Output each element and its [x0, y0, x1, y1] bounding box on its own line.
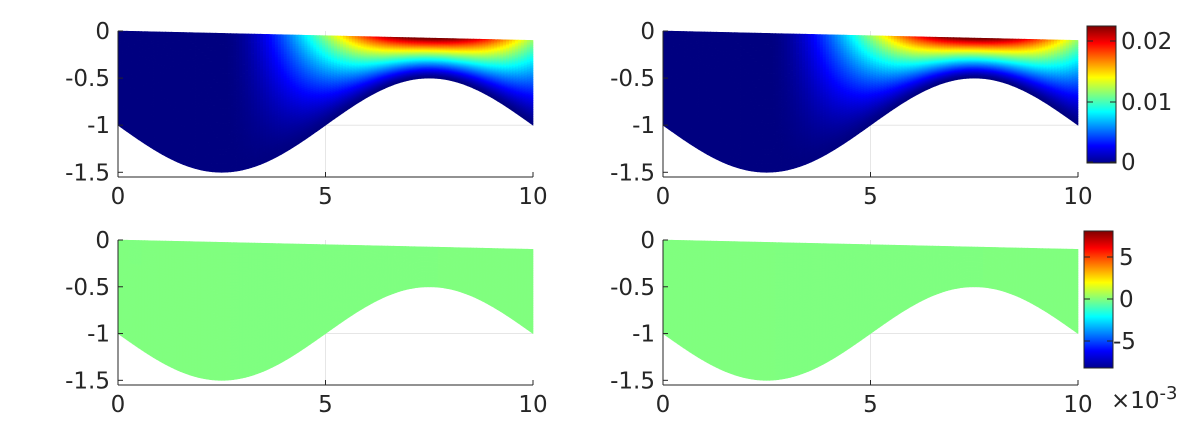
- x-tick-label: 0: [656, 184, 671, 210]
- y-tick-label: 0: [95, 19, 110, 45]
- colorbar-bottom-exponent-power: -3: [1160, 383, 1178, 404]
- panel-top-left: 0 5 10 0 -0.5 -1 -1.5: [65, 19, 548, 210]
- colorbar-bottom: 5 0 -5 ×10-3: [1083, 230, 1178, 414]
- y-tick-label: -1.5: [65, 368, 110, 394]
- y-tick-label: -0.5: [610, 275, 655, 301]
- colorbar-top-gradient: [1086, 25, 1117, 164]
- y-tick-label: -1.5: [65, 160, 110, 186]
- colorbar-top: 0 0.01 0.02: [1086, 25, 1172, 176]
- x-tick-label: 5: [863, 184, 878, 210]
- colorbar-bottom-exponent: ×10-3: [1111, 383, 1178, 414]
- x-tick-label: 0: [111, 392, 126, 418]
- panel-bottom-left: 0 5 10 0 -0.5 -1 -1.5: [65, 228, 548, 418]
- x-tick-label: 0: [111, 184, 126, 210]
- y-tick-label: -1: [632, 113, 655, 139]
- colorbar-top-tick: 0.02: [1121, 29, 1172, 55]
- x-tick-label: 5: [318, 392, 333, 418]
- x-tick-label: 5: [863, 392, 878, 418]
- y-tick-label: -0.5: [610, 66, 655, 92]
- x-tick-label: 10: [518, 184, 547, 210]
- colorbar-top-tick: 0.01: [1121, 90, 1172, 116]
- y-tick-label: -0.5: [65, 275, 110, 301]
- panel-bottom-right: 0 5 10 0 -0.5 -1 -1.5: [610, 228, 1093, 418]
- x-tick-label: 10: [1063, 184, 1092, 210]
- y-tick-label: -1.5: [610, 160, 655, 186]
- colorbar-bottom-exponent-base: ×10: [1111, 388, 1160, 414]
- y-tick-label: -1: [87, 113, 110, 139]
- y-tick-label: 0: [95, 228, 110, 254]
- x-tick-label: 0: [656, 392, 671, 418]
- y-tick-label: -1: [632, 322, 655, 348]
- panel-top-right: 0 5 10 0 -0.5 -1 -1.5: [610, 19, 1093, 210]
- colorbar-top-tick: 0: [1121, 150, 1136, 176]
- x-tick-label: 10: [1063, 392, 1092, 418]
- x-tick-label: 10: [518, 392, 547, 418]
- y-tick-label: -0.5: [65, 66, 110, 92]
- y-tick-label: -1.5: [610, 368, 655, 394]
- y-tick-label: -1: [87, 322, 110, 348]
- colorbar-bottom-tick: 0: [1119, 287, 1134, 313]
- colorbar-bottom-tick: 5: [1119, 245, 1134, 271]
- colorbar-bottom-tick: -5: [1113, 329, 1136, 355]
- x-tick-label: 5: [318, 184, 333, 210]
- y-tick-label: 0: [640, 19, 655, 45]
- y-tick-label: 0: [640, 228, 655, 254]
